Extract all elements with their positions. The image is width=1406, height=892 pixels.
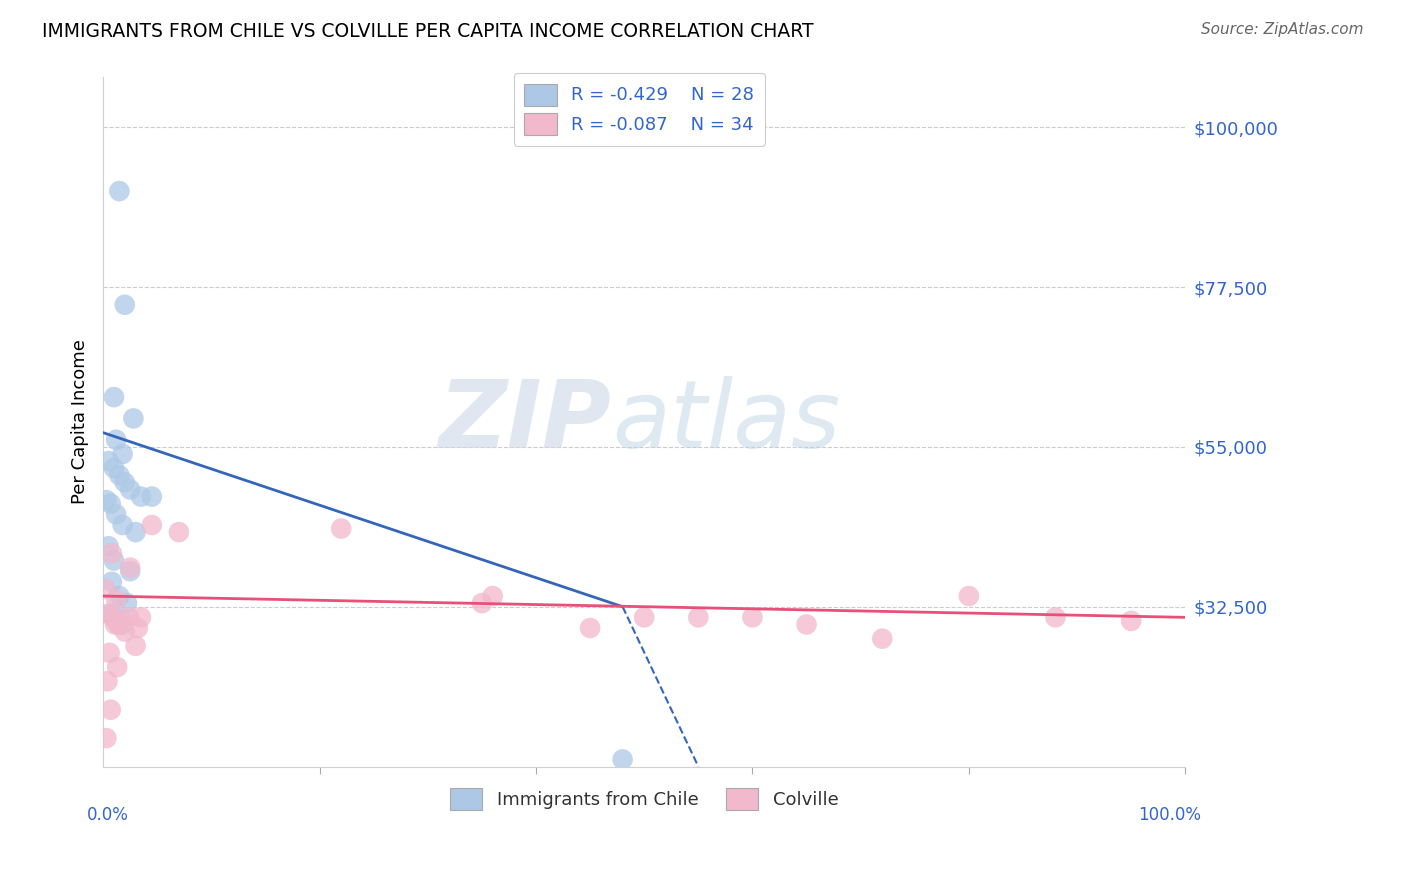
Point bbox=[97, 539, 120, 553]
Point bbox=[98, 646, 121, 660]
Point bbox=[124, 639, 146, 653]
Point bbox=[114, 298, 136, 312]
Point bbox=[872, 632, 894, 646]
Text: Source: ZipAtlas.com: Source: ZipAtlas.com bbox=[1201, 22, 1364, 37]
Point bbox=[105, 433, 128, 447]
Point bbox=[97, 607, 120, 621]
Point bbox=[103, 390, 125, 404]
Point bbox=[1045, 610, 1067, 624]
Point bbox=[579, 621, 602, 635]
Text: 100.0%: 100.0% bbox=[1139, 805, 1202, 823]
Point bbox=[481, 589, 503, 603]
Point bbox=[957, 589, 980, 603]
Point bbox=[103, 553, 125, 567]
Point bbox=[100, 703, 122, 717]
Text: atlas: atlas bbox=[612, 376, 839, 467]
Point bbox=[120, 564, 142, 578]
Point bbox=[108, 184, 131, 198]
Point bbox=[633, 610, 655, 624]
Point bbox=[94, 582, 117, 596]
Point bbox=[107, 617, 129, 632]
Point bbox=[471, 596, 494, 610]
Point bbox=[122, 411, 145, 425]
Point bbox=[105, 660, 128, 674]
Point bbox=[141, 518, 163, 533]
Legend: Immigrants from Chile, Colville: Immigrants from Chile, Colville bbox=[441, 780, 848, 820]
Point bbox=[96, 674, 118, 689]
Point bbox=[127, 621, 149, 635]
Point bbox=[114, 475, 136, 490]
Point bbox=[101, 610, 124, 624]
Point bbox=[104, 617, 127, 632]
Point bbox=[111, 518, 134, 533]
Point bbox=[612, 752, 634, 766]
Point bbox=[98, 607, 121, 621]
Text: ZIP: ZIP bbox=[439, 376, 612, 468]
Point bbox=[111, 447, 134, 461]
Point bbox=[111, 617, 134, 632]
Point bbox=[108, 617, 131, 632]
Point bbox=[97, 454, 120, 468]
Point bbox=[108, 468, 131, 483]
Text: IMMIGRANTS FROM CHILE VS COLVILLE PER CAPITA INCOME CORRELATION CHART: IMMIGRANTS FROM CHILE VS COLVILLE PER CA… bbox=[42, 22, 814, 41]
Point bbox=[141, 490, 163, 504]
Point bbox=[114, 624, 136, 639]
Point bbox=[103, 610, 125, 624]
Point bbox=[105, 592, 128, 607]
Point bbox=[129, 610, 152, 624]
Point bbox=[688, 610, 710, 624]
Point bbox=[120, 483, 142, 497]
Point bbox=[96, 731, 118, 745]
Point bbox=[112, 614, 135, 628]
Point bbox=[115, 596, 138, 610]
Point bbox=[796, 617, 818, 632]
Point bbox=[129, 490, 152, 504]
Point bbox=[741, 610, 763, 624]
Point bbox=[167, 525, 190, 540]
Point bbox=[330, 522, 353, 536]
Point bbox=[96, 493, 118, 508]
Point bbox=[108, 589, 131, 603]
Point bbox=[105, 508, 128, 522]
Point bbox=[100, 497, 122, 511]
Point bbox=[103, 461, 125, 475]
Point bbox=[118, 610, 141, 624]
Point bbox=[124, 525, 146, 540]
Point bbox=[1121, 614, 1143, 628]
Point bbox=[101, 546, 124, 560]
Point bbox=[101, 574, 124, 589]
Text: 0.0%: 0.0% bbox=[87, 805, 129, 823]
Y-axis label: Per Capita Income: Per Capita Income bbox=[72, 340, 89, 504]
Point bbox=[120, 560, 142, 574]
